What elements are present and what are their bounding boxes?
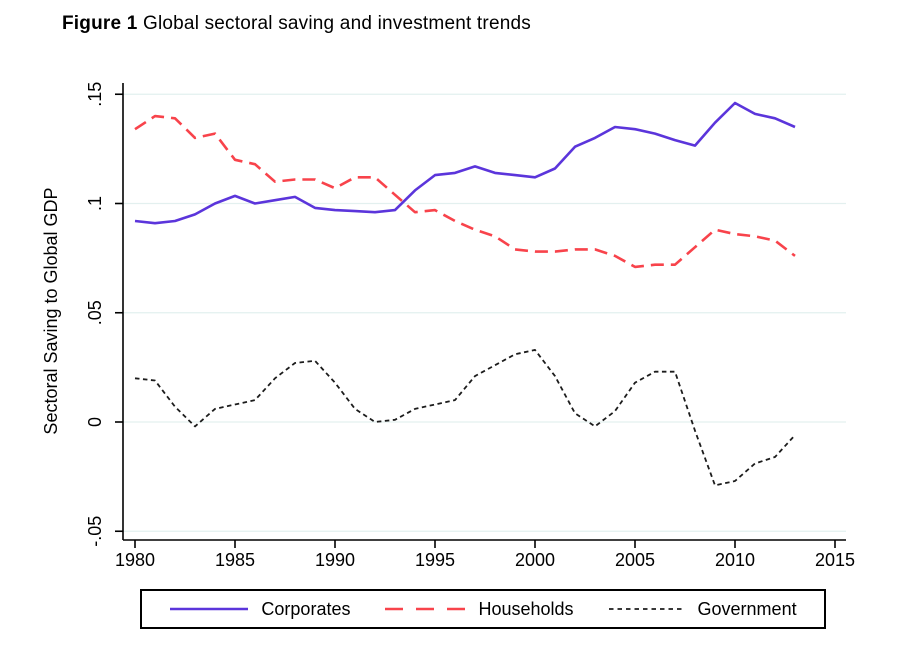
y-tick-label: 0: [85, 417, 105, 427]
figure-title: Figure 1 Global sectoral saving and inve…: [62, 13, 531, 35]
x-tick-label: 1990: [315, 550, 355, 570]
chart-legend: Corporates Households Government: [140, 589, 826, 629]
legend-entry-households: Households: [384, 598, 574, 620]
y-tick-label: .15: [85, 82, 105, 107]
series-line-households: [134, 114, 796, 269]
x-tick-label: 1980: [115, 550, 155, 570]
x-tick-label: 2015: [815, 550, 855, 570]
figure-title-number: Figure 1: [62, 13, 138, 34]
x-tick-label: 2010: [715, 550, 755, 570]
y-tick-label: .1: [85, 196, 105, 211]
legend-entry-government: Government: [608, 599, 797, 620]
figure-title-text: Global sectoral saving and investment tr…: [137, 13, 531, 34]
y-axis-title: Sectoral Saving to Global GDP: [41, 187, 61, 434]
y-tick-label: -.05: [85, 516, 105, 547]
legend-label-government: Government: [697, 598, 797, 619]
legend-label-households: Households: [478, 598, 574, 619]
x-tick-label: 1985: [215, 550, 255, 570]
x-tick-label: 2000: [515, 550, 555, 570]
government-line-sample-icon: [608, 608, 685, 610]
x-tick-label: 1995: [415, 550, 455, 570]
legend-label-corporates: Corporates: [261, 598, 351, 619]
series-line-government: [134, 348, 796, 487]
series-line-corporates: [134, 101, 796, 225]
y-tick-label: .05: [85, 300, 105, 325]
corporates-line-sample-icon: [170, 607, 249, 611]
x-tick-label: 2005: [615, 550, 655, 570]
legend-entry-corporates: Corporates: [169, 599, 350, 620]
households-line-sample-icon: [385, 607, 466, 611]
